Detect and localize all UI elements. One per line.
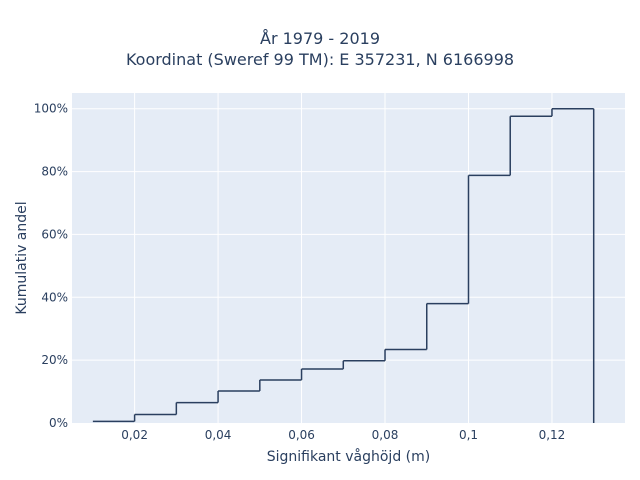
y-tick-labels: 0% 20% 40% 60% 80% 100% — [34, 102, 68, 430]
x-tick-label: 0,06 — [288, 428, 315, 442]
chart-title-line2: Koordinat (Sweref 99 TM): E 357231, N 61… — [125, 50, 515, 69]
y-tick-label: 0% — [49, 416, 68, 430]
x-tick-label: 0,12 — [539, 428, 566, 442]
x-tick-label: 0,1 — [459, 428, 478, 442]
y-tick-label: 80% — [41, 165, 68, 179]
y-tick-label: 100% — [34, 102, 68, 116]
y-axis-label: Kumulativ andel — [14, 201, 30, 314]
chart-title-line1: År 1979 - 2019 — [260, 29, 380, 48]
y-tick-label: 20% — [41, 353, 68, 367]
x-tick-label: 0,02 — [121, 428, 148, 442]
plot-background — [72, 93, 625, 423]
y-tick-label: 40% — [41, 290, 68, 304]
x-tick-label: 0,08 — [372, 428, 399, 442]
y-tick-label: 60% — [41, 227, 68, 241]
x-tick-label: 0,04 — [205, 428, 232, 442]
cdf-series — [92, 107, 595, 423]
x-tick-labels: 0,02 0,04 0,06 0,08 0,1 0,12 — [121, 428, 565, 442]
x-axis-label: Signifikant våghöjd (m) — [267, 448, 430, 465]
